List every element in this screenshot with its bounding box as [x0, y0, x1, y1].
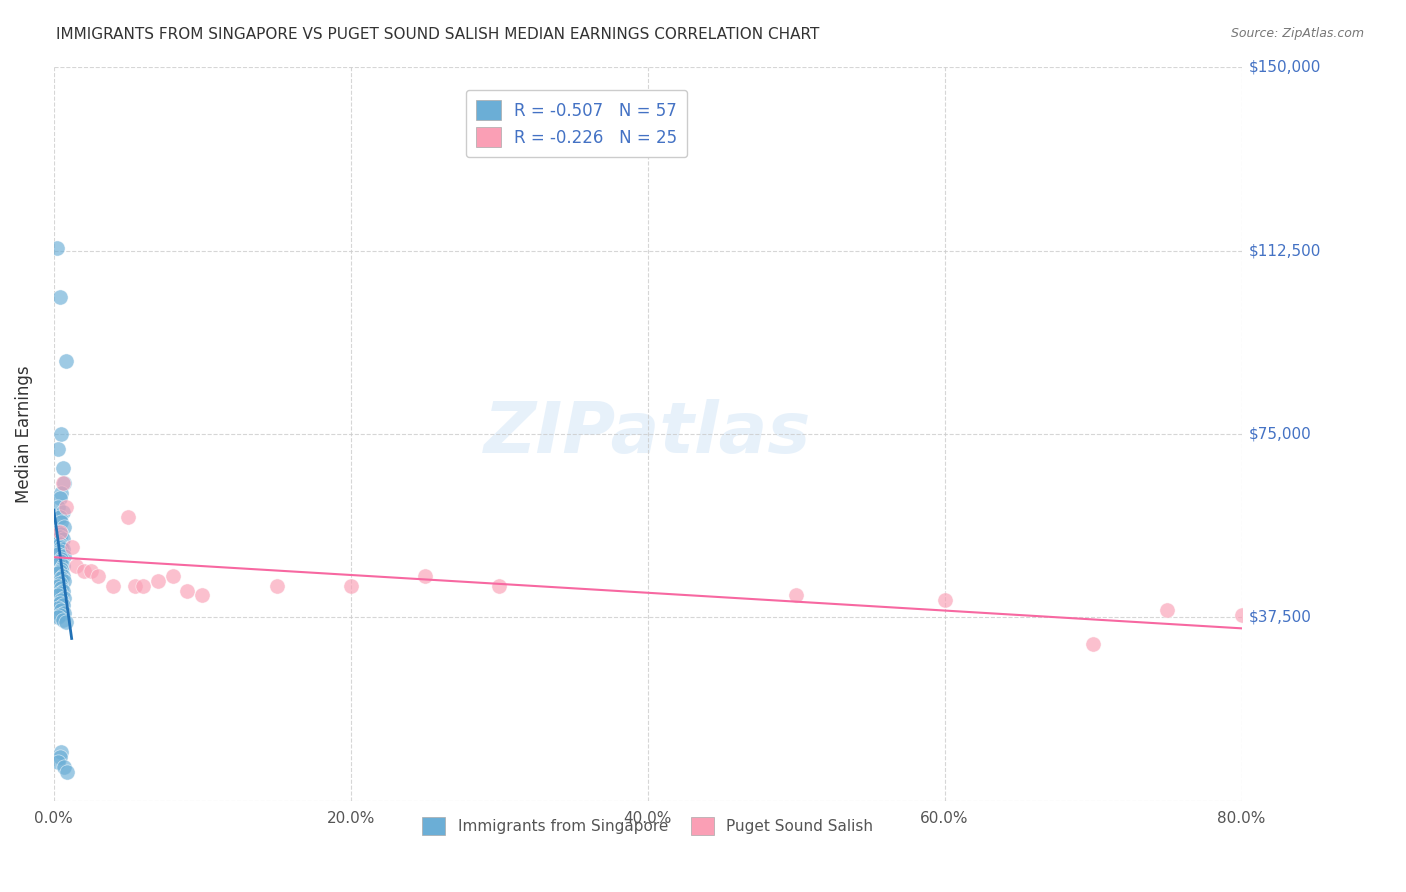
Point: [52, 569, 75, 583]
Text: $112,500: $112,500: [1249, 243, 1322, 258]
Point: [49, 491, 72, 505]
Point: [1081, 637, 1104, 651]
Text: IMMIGRANTS FROM SINGAPORE VS PUGET SOUND SALISH MEDIAN EARNINGS CORRELATION CHAR: IMMIGRANTS FROM SINGAPORE VS PUGET SOUND…: [56, 27, 820, 42]
Text: $150,000: $150,000: [1249, 60, 1322, 75]
Point: [55, 615, 77, 630]
Point: [934, 593, 956, 607]
Point: [51, 527, 73, 541]
Point: [65, 559, 87, 574]
Point: [49, 749, 72, 764]
Point: [49, 607, 72, 622]
Point: [52, 475, 75, 490]
Point: [162, 569, 184, 583]
Point: [52, 505, 75, 519]
Point: [52, 613, 75, 627]
Text: ZIPatlas: ZIPatlas: [484, 400, 811, 468]
Point: [55, 500, 77, 515]
Point: [52, 532, 75, 546]
Point: [46, 600, 69, 615]
Point: [46, 557, 69, 571]
Point: [1156, 603, 1178, 617]
Point: [51, 593, 73, 607]
Legend: Immigrants from Singapore, Puget Sound Salish: Immigrants from Singapore, Puget Sound S…: [413, 807, 882, 845]
Y-axis label: Median Earnings: Median Earnings: [15, 365, 32, 503]
Text: $37,500: $37,500: [1249, 610, 1312, 625]
Point: [56, 764, 79, 779]
Point: [49, 524, 72, 539]
Point: [51, 581, 73, 595]
Point: [46, 500, 69, 515]
Point: [80, 564, 103, 578]
Point: [46, 589, 69, 603]
Point: [60, 540, 83, 554]
Point: [46, 547, 69, 561]
Point: [49, 510, 72, 524]
Point: [53, 549, 76, 564]
Point: [53, 574, 76, 588]
Point: [488, 579, 510, 593]
Point: [103, 579, 125, 593]
Point: [46, 566, 69, 581]
Point: [87, 569, 110, 583]
Point: [53, 591, 76, 605]
Point: [49, 554, 72, 568]
Point: [46, 579, 69, 593]
Point: [51, 745, 73, 759]
Point: [52, 583, 75, 598]
Point: [55, 353, 77, 368]
Point: [49, 290, 72, 304]
Point: [52, 461, 75, 475]
Point: [266, 579, 288, 593]
Point: [124, 579, 146, 593]
Point: [72, 564, 94, 578]
Point: [46, 534, 69, 549]
Point: [51, 540, 73, 554]
Point: [117, 510, 139, 524]
Point: [46, 610, 69, 624]
Point: [52, 598, 75, 612]
Point: [191, 589, 214, 603]
Point: [49, 576, 72, 591]
Point: [53, 606, 76, 620]
Point: [46, 755, 69, 769]
Point: [49, 564, 72, 578]
Point: [132, 579, 155, 593]
Point: [45, 241, 67, 255]
Point: [413, 569, 436, 583]
Point: [49, 586, 72, 600]
Point: [176, 583, 198, 598]
Point: [51, 515, 73, 529]
Point: [1230, 607, 1253, 622]
Point: [51, 485, 73, 500]
Point: [51, 427, 73, 442]
Text: Source: ZipAtlas.com: Source: ZipAtlas.com: [1230, 27, 1364, 40]
Point: [46, 524, 69, 539]
Point: [49, 544, 72, 558]
Point: [146, 574, 169, 588]
Point: [785, 589, 807, 603]
Point: [51, 561, 73, 575]
Point: [339, 579, 361, 593]
Point: [49, 596, 72, 610]
Point: [46, 442, 69, 456]
Point: [53, 520, 76, 534]
Point: [52, 541, 75, 556]
Point: [51, 603, 73, 617]
Point: [51, 551, 73, 566]
Point: [49, 530, 72, 544]
Point: [51, 571, 73, 585]
Point: [49, 537, 72, 551]
Point: [52, 559, 75, 574]
Text: $75,000: $75,000: [1249, 426, 1312, 442]
Point: [53, 475, 76, 490]
Point: [53, 759, 76, 773]
